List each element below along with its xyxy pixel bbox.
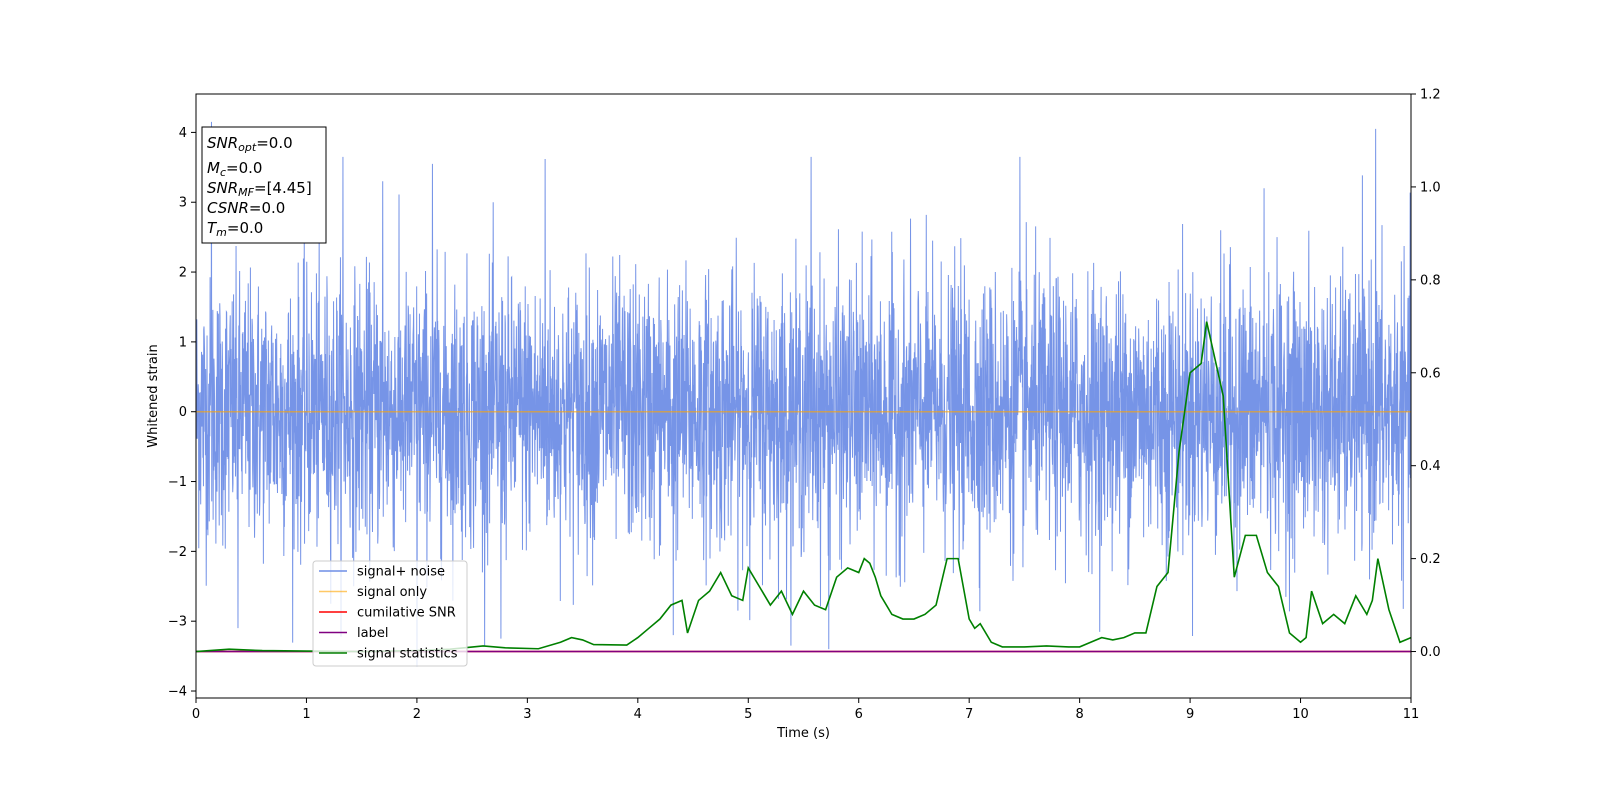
x-tick-label: 3	[523, 707, 531, 722]
y2-tick-label: 0.2	[1420, 552, 1441, 567]
legend: signal+ noise signal only cumilative SNR la…	[312, 560, 468, 667]
y2-tick-label: 0.4	[1420, 459, 1441, 474]
y2-tick-label: 0.0	[1420, 645, 1441, 660]
y-tick-label: 3	[179, 196, 187, 211]
x-tick-label: 11	[1403, 707, 1420, 722]
y2-tick-label: 0.6	[1420, 366, 1441, 381]
legend-frame	[312, 560, 468, 667]
axes-frame	[195, 93, 1412, 699]
y-tick-label: 0	[179, 405, 187, 420]
annotation-snr-mf: SNRMF=[4.45]	[207, 179, 312, 199]
axes: 0 1 2 3 4 5 6 7 8 9 10 11 −4 −3 −2 −1 0 1 2 3 4 0.0 0.2 0.4 0.6 0…	[168, 88, 1441, 723]
x-tick-label: 0	[192, 707, 200, 722]
x-tick-label: 1	[302, 707, 310, 722]
y-axis-label: Whitened strain	[146, 344, 161, 447]
x-tick-label: 9	[1186, 707, 1194, 722]
annotation-tm: Tm=0.0	[207, 219, 263, 239]
legend-item: cumilative SNR	[357, 606, 456, 621]
y-tick-label: −3	[168, 615, 187, 630]
x-tick-label: 4	[634, 707, 642, 722]
y-tick-label: 1	[179, 335, 187, 350]
y-tick-label: −2	[168, 545, 187, 560]
annotation-snr-opt: SNRopt=0.0	[207, 134, 293, 154]
x-tick-label: 2	[413, 707, 421, 722]
y2-tick-label: 0.8	[1420, 273, 1441, 288]
legend-item: signal statistics	[357, 647, 458, 662]
x-tick-label: 10	[1292, 707, 1309, 722]
series-signal-statistics	[196, 321, 1411, 653]
y-tick-label: −1	[168, 475, 187, 490]
annotation-mc: Mc=0.0	[207, 159, 262, 179]
x-tick-label: 5	[744, 707, 752, 722]
series-signal-noise	[196, 121, 1411, 667]
x-tick-label: 7	[965, 707, 973, 722]
annotation-frame	[201, 126, 327, 244]
x-tick-label: 8	[1075, 707, 1083, 722]
annotation-csnr: CSNR=0.0	[207, 199, 285, 217]
y-tick-label: 2	[179, 266, 187, 281]
legend-item: signal only	[357, 585, 427, 600]
y2-tick-label: 1.0	[1420, 180, 1441, 195]
legend-item: signal+ noise	[357, 565, 445, 580]
x-tick-label: 6	[855, 707, 863, 722]
y-tick-label: −4	[168, 685, 187, 700]
y-tick-label: 4	[179, 126, 187, 141]
legend-item: label	[357, 626, 388, 641]
y2-tick-label: 1.2	[1420, 88, 1441, 103]
x-axis-label: Time (s)	[776, 726, 830, 741]
